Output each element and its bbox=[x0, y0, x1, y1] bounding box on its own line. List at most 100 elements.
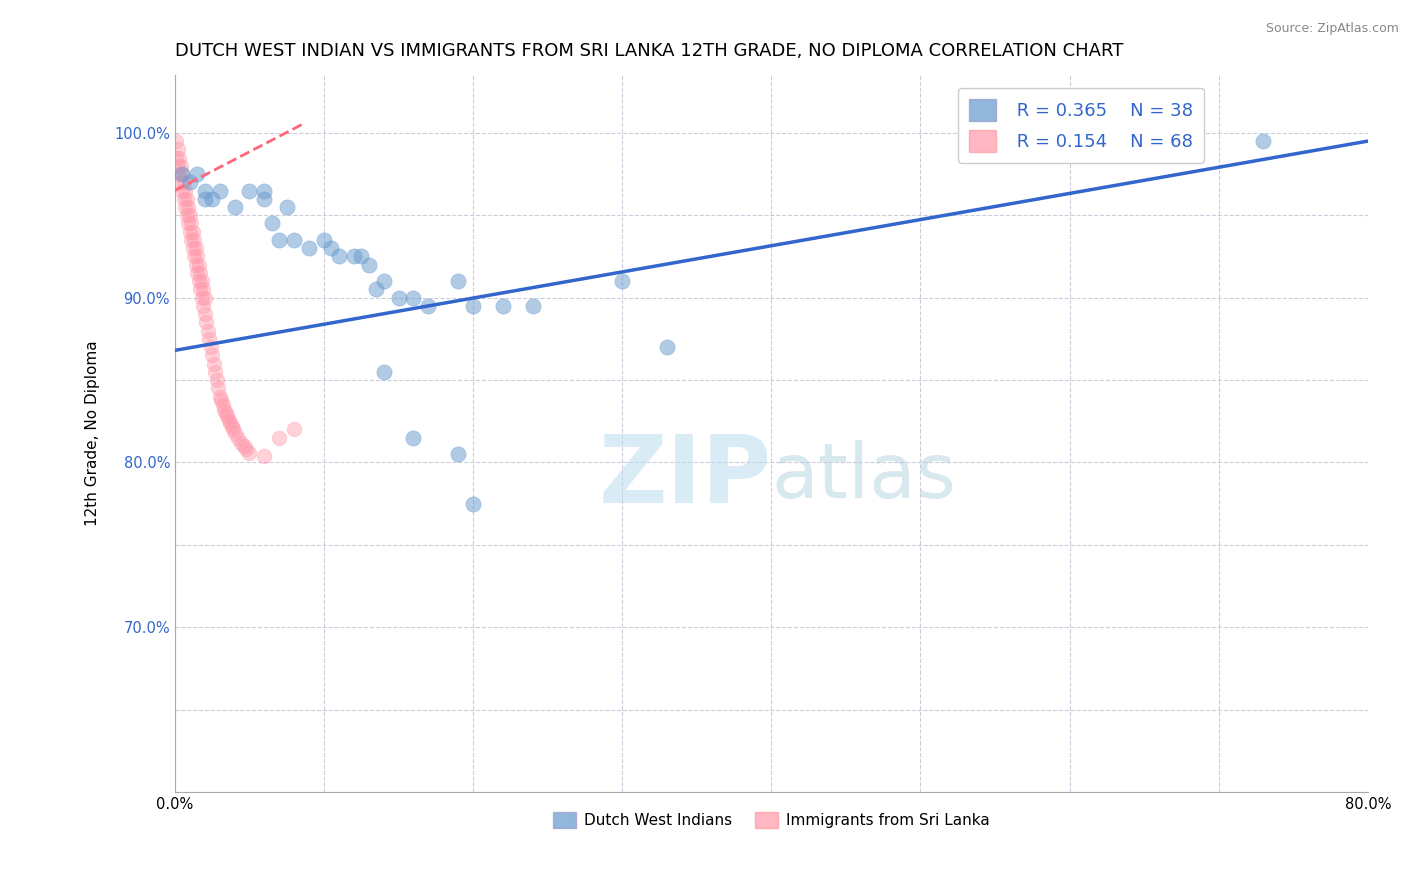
Point bbox=[197, 324, 219, 338]
Point bbox=[187, 258, 209, 272]
Point bbox=[226, 431, 249, 445]
Point bbox=[269, 233, 291, 247]
Point bbox=[418, 299, 440, 313]
Point bbox=[172, 167, 194, 181]
Point bbox=[191, 274, 214, 288]
Point bbox=[312, 233, 335, 247]
Point bbox=[655, 340, 678, 354]
Point bbox=[217, 409, 239, 424]
Point bbox=[172, 184, 194, 198]
Point bbox=[232, 439, 254, 453]
Point bbox=[194, 184, 217, 198]
Point bbox=[181, 241, 204, 255]
Point bbox=[176, 208, 198, 222]
Point bbox=[522, 299, 544, 313]
Point bbox=[387, 291, 409, 305]
Text: Source: ZipAtlas.com: Source: ZipAtlas.com bbox=[1265, 22, 1399, 36]
Point bbox=[165, 134, 187, 148]
Point bbox=[1253, 134, 1275, 148]
Point bbox=[447, 447, 470, 461]
Point bbox=[219, 416, 242, 430]
Point bbox=[170, 159, 193, 173]
Point bbox=[201, 192, 224, 206]
Point bbox=[463, 497, 485, 511]
Point bbox=[179, 225, 201, 239]
Point bbox=[184, 258, 207, 272]
Point bbox=[169, 167, 191, 181]
Text: DUTCH WEST INDIAN VS IMMIGRANTS FROM SRI LANKA 12TH GRADE, NO DIPLOMA CORRELATIO: DUTCH WEST INDIAN VS IMMIGRANTS FROM SRI… bbox=[174, 42, 1123, 60]
Point bbox=[198, 332, 221, 346]
Point bbox=[188, 266, 211, 280]
Point bbox=[201, 348, 224, 362]
Point bbox=[253, 192, 276, 206]
Point bbox=[328, 250, 350, 264]
Point bbox=[276, 200, 298, 214]
Point bbox=[188, 282, 211, 296]
Point bbox=[169, 151, 191, 165]
Point bbox=[238, 184, 260, 198]
Point bbox=[186, 266, 208, 280]
Point bbox=[373, 274, 395, 288]
Point bbox=[402, 431, 425, 445]
Y-axis label: 12th Grade, No Diploma: 12th Grade, No Diploma bbox=[86, 341, 100, 526]
Point bbox=[207, 381, 229, 395]
Point bbox=[186, 167, 208, 181]
Point bbox=[366, 282, 388, 296]
Point bbox=[218, 412, 240, 426]
Point bbox=[209, 392, 232, 407]
Point bbox=[229, 435, 252, 450]
Point bbox=[181, 225, 204, 239]
Point bbox=[184, 241, 207, 255]
Point bbox=[187, 274, 209, 288]
Point bbox=[167, 142, 190, 156]
Point bbox=[194, 192, 217, 206]
Point bbox=[179, 208, 201, 222]
Point bbox=[235, 442, 257, 457]
Point bbox=[173, 192, 195, 206]
Point bbox=[343, 250, 366, 264]
Point bbox=[238, 445, 260, 459]
Point bbox=[204, 365, 226, 379]
Point bbox=[447, 274, 470, 288]
Point bbox=[321, 241, 343, 255]
Point bbox=[200, 340, 222, 354]
Point bbox=[194, 307, 217, 321]
Point bbox=[283, 233, 305, 247]
Point bbox=[177, 217, 200, 231]
Point bbox=[180, 233, 202, 247]
Point bbox=[253, 184, 276, 198]
Point bbox=[191, 291, 214, 305]
Point bbox=[222, 422, 245, 436]
Point bbox=[221, 419, 243, 434]
Point bbox=[224, 200, 246, 214]
Point bbox=[202, 357, 225, 371]
Point bbox=[165, 151, 187, 165]
Point bbox=[283, 422, 305, 436]
Point bbox=[174, 184, 197, 198]
Point bbox=[180, 217, 202, 231]
Point bbox=[174, 200, 197, 214]
Point bbox=[492, 299, 515, 313]
Point bbox=[194, 291, 217, 305]
Point bbox=[193, 299, 215, 313]
Point bbox=[211, 398, 233, 412]
Point bbox=[402, 291, 425, 305]
Point bbox=[260, 217, 283, 231]
Point bbox=[173, 175, 195, 189]
Point bbox=[183, 250, 205, 264]
Text: ZIP: ZIP bbox=[599, 431, 772, 523]
Point bbox=[298, 241, 321, 255]
Point bbox=[350, 250, 373, 264]
Text: atlas: atlas bbox=[772, 440, 956, 514]
Point bbox=[183, 233, 205, 247]
Point bbox=[463, 299, 485, 313]
Point bbox=[612, 274, 634, 288]
Point bbox=[212, 402, 235, 417]
Point bbox=[176, 192, 198, 206]
Point bbox=[208, 390, 231, 404]
Point bbox=[208, 184, 231, 198]
Point bbox=[186, 250, 208, 264]
Point bbox=[172, 167, 194, 181]
Point bbox=[373, 365, 395, 379]
Point bbox=[177, 200, 200, 214]
